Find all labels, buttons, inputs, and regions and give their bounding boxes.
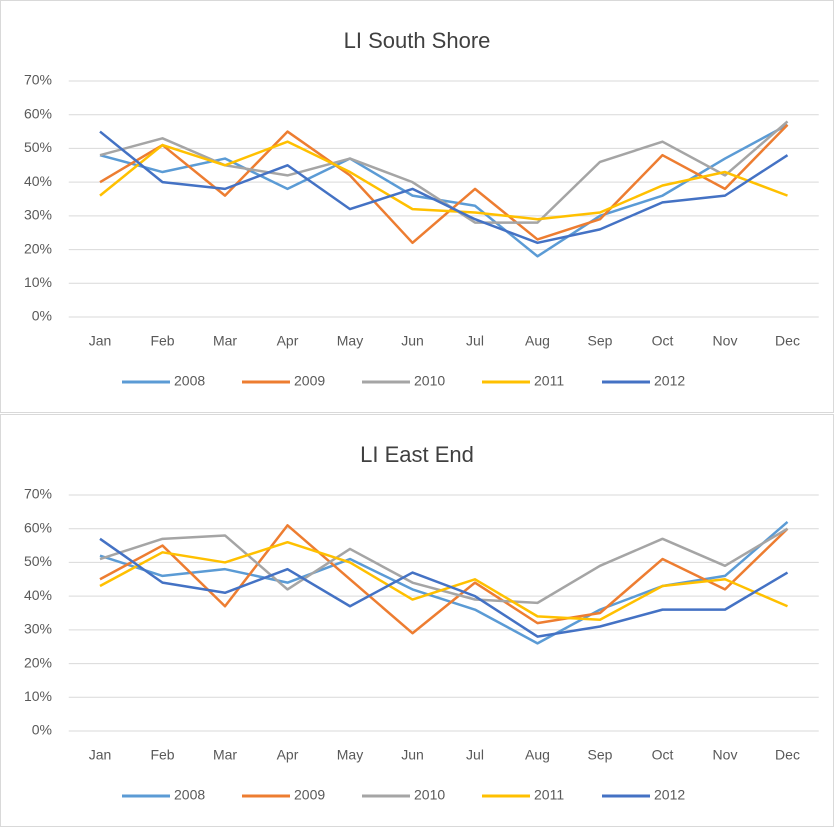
chart-frame	[0, 414, 834, 827]
y-tick-label: 10%	[24, 688, 52, 704]
legend-label: 2009	[294, 373, 325, 389]
chart-title: LI South Shore	[344, 28, 491, 53]
legend-label: 2008	[174, 373, 205, 389]
x-tick-label: Dec	[775, 333, 800, 349]
y-tick-label: 40%	[24, 587, 52, 603]
x-tick-label: Aug	[525, 333, 550, 349]
x-tick-label: May	[337, 333, 363, 349]
legend-label: 2008	[174, 787, 205, 803]
y-tick-label: 50%	[24, 139, 52, 155]
series-line	[99, 540, 788, 621]
y-tick-label: 70%	[24, 486, 52, 502]
x-tick-label: Apr	[277, 747, 299, 763]
x-tick-label: Jul	[466, 747, 484, 763]
x-tick-label: Apr	[277, 333, 299, 349]
y-tick-label: 0%	[32, 722, 52, 738]
y-tick-label: 30%	[24, 621, 52, 637]
legend-label: 2011	[534, 373, 564, 389]
x-tick-label: Feb	[150, 747, 174, 763]
legend-label: 2010	[414, 787, 445, 803]
y-tick-label: 10%	[24, 274, 52, 290]
y-tick-label: 60%	[24, 105, 52, 121]
y-tick-label: 30%	[24, 207, 52, 223]
x-tick-label: Dec	[775, 747, 800, 763]
x-tick-label: Sep	[588, 747, 613, 763]
legend-label: 2012	[654, 787, 685, 803]
x-tick-label: Jan	[89, 747, 112, 763]
x-tick-label: Jun	[401, 333, 424, 349]
x-tick-label: Sep	[588, 333, 613, 349]
legend-label: 2010	[414, 373, 445, 389]
y-tick-label: 50%	[24, 553, 52, 569]
legend-label: 2011	[534, 787, 564, 803]
x-tick-label: Oct	[652, 333, 674, 349]
chart-frame	[0, 0, 834, 413]
x-tick-label: May	[337, 747, 363, 763]
x-tick-label: Mar	[213, 333, 237, 349]
chart-title: LI East End	[360, 442, 474, 467]
y-tick-label: 0%	[32, 308, 52, 324]
x-tick-label: Jul	[466, 333, 484, 349]
x-tick-label: Aug	[525, 747, 550, 763]
legend-label: 2009	[294, 787, 325, 803]
x-tick-label: Feb	[150, 333, 174, 349]
series-line	[99, 524, 789, 635]
y-tick-label: 60%	[24, 519, 52, 535]
x-tick-label: Jan	[89, 333, 112, 349]
x-tick-label: Oct	[652, 747, 674, 763]
legend-label: 2012	[654, 373, 685, 389]
y-tick-label: 20%	[24, 654, 52, 670]
y-tick-label: 20%	[24, 240, 52, 256]
x-tick-label: Jun	[401, 747, 424, 763]
y-tick-label: 40%	[24, 173, 52, 189]
x-tick-label: Nov	[713, 333, 738, 349]
series-line	[99, 130, 789, 245]
series-line	[99, 537, 789, 638]
x-tick-label: Mar	[213, 747, 237, 763]
x-tick-label: Nov	[713, 747, 738, 763]
series-line	[99, 527, 789, 605]
y-tick-label: 70%	[24, 72, 52, 88]
series-line	[99, 140, 788, 221]
